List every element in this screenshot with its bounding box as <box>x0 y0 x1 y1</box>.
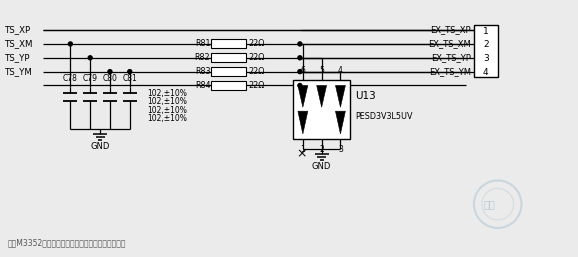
Bar <box>212 40 246 48</box>
Bar <box>212 81 246 90</box>
Text: 採用M3352工控核心板進行免疫螤光检测小中的设计: 採用M3352工控核心板進行免疫螤光检测小中的设计 <box>8 239 127 248</box>
Text: EX_TS_YM: EX_TS_YM <box>429 67 471 76</box>
Text: R83: R83 <box>195 67 210 76</box>
Text: 102,±10%: 102,±10% <box>147 114 187 123</box>
Circle shape <box>108 70 112 74</box>
Text: U13: U13 <box>355 91 376 101</box>
Text: 1: 1 <box>301 145 305 154</box>
Circle shape <box>298 56 302 60</box>
Text: 22Ω: 22Ω <box>248 81 264 90</box>
Text: C80: C80 <box>102 74 117 82</box>
Text: 102,±10%: 102,±10% <box>147 106 187 115</box>
Text: C78: C78 <box>63 74 78 82</box>
Bar <box>293 79 350 139</box>
Polygon shape <box>335 111 346 134</box>
Text: 1: 1 <box>483 26 489 35</box>
Text: TS_XM: TS_XM <box>5 39 34 48</box>
Text: ×: × <box>297 147 307 160</box>
Text: 4: 4 <box>338 66 343 75</box>
Text: C79: C79 <box>83 74 98 82</box>
Text: TS_YM: TS_YM <box>5 67 33 76</box>
Text: TS_YP: TS_YP <box>5 53 31 62</box>
Text: EX_TS_XM: EX_TS_XM <box>428 39 471 48</box>
Circle shape <box>298 70 302 74</box>
Polygon shape <box>335 86 346 107</box>
Text: PESD3V3L5UV: PESD3V3L5UV <box>355 112 413 121</box>
Bar <box>212 67 246 76</box>
Polygon shape <box>317 86 327 107</box>
Polygon shape <box>298 111 308 134</box>
Circle shape <box>298 84 302 87</box>
Text: 102,±10%: 102,±10% <box>147 97 187 106</box>
Polygon shape <box>298 86 308 107</box>
Text: 22Ω: 22Ω <box>248 67 264 76</box>
Text: 5: 5 <box>319 66 324 75</box>
Circle shape <box>88 56 92 60</box>
Text: TS_XP: TS_XP <box>5 26 31 35</box>
Text: 2: 2 <box>483 40 488 49</box>
Text: 6: 6 <box>301 66 305 75</box>
Text: 4: 4 <box>483 68 488 77</box>
Text: EX_TS_XP: EX_TS_XP <box>431 26 471 35</box>
Text: EX_TS_YP: EX_TS_YP <box>431 53 471 62</box>
Text: GND: GND <box>312 162 331 171</box>
Text: 日明: 日明 <box>484 199 496 209</box>
Text: 2: 2 <box>319 145 324 154</box>
Text: 3: 3 <box>483 54 489 63</box>
Text: R84: R84 <box>195 81 210 90</box>
Text: 22Ω: 22Ω <box>248 53 264 62</box>
Circle shape <box>298 42 302 46</box>
Bar <box>212 53 246 62</box>
Text: R82: R82 <box>195 53 210 62</box>
Bar <box>474 25 498 77</box>
Text: 3: 3 <box>338 145 343 154</box>
Text: 102,±10%: 102,±10% <box>147 89 187 98</box>
Circle shape <box>128 70 132 74</box>
Text: 22Ω: 22Ω <box>248 39 264 48</box>
Text: C81: C81 <box>123 74 137 82</box>
Circle shape <box>68 42 72 46</box>
Text: GND: GND <box>90 142 110 151</box>
Text: R81: R81 <box>195 39 210 48</box>
